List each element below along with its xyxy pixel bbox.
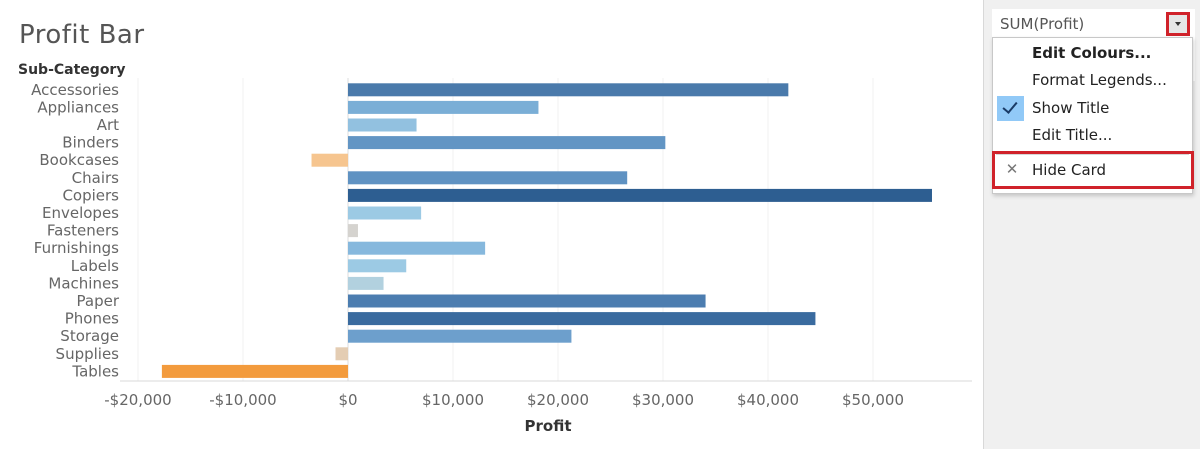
x-icon: ✕ bbox=[1005, 160, 1019, 178]
menu-item-label: Edit Colours... bbox=[1032, 44, 1152, 62]
bar-supplies[interactable] bbox=[335, 347, 348, 361]
bar-labels[interactable] bbox=[348, 259, 407, 273]
menu-item-label: Format Legends... bbox=[1032, 71, 1167, 89]
x-axis-title[interactable]: Profit bbox=[524, 417, 572, 435]
menu-separator bbox=[996, 154, 1189, 155]
menu-item-edit-colours[interactable]: Edit Colours... bbox=[993, 40, 1192, 67]
category-label[interactable]: Supplies bbox=[56, 345, 120, 363]
menu-item-hide-card[interactable] bbox=[992, 151, 1194, 189]
x-tick-label: $30,000 bbox=[632, 391, 694, 409]
category-label[interactable]: Tables bbox=[71, 362, 119, 380]
legend-title: SUM(Profit) bbox=[1000, 15, 1085, 33]
menu-item-label: Edit Title... bbox=[1032, 126, 1113, 144]
x-tick-label: $20,000 bbox=[527, 391, 589, 409]
category-labels: AccessoriesAppliancesArtBindersBookcases… bbox=[31, 81, 120, 381]
category-label[interactable]: Paper bbox=[77, 292, 120, 310]
bar-binders[interactable] bbox=[348, 136, 666, 150]
legend-card[interactable]: SUM(Profit) bbox=[992, 9, 1195, 41]
bar-furnishings[interactable] bbox=[348, 241, 486, 255]
bar-chart: AccessoriesAppliancesArtBindersBookcases… bbox=[31, 78, 972, 409]
x-tick-label: -$20,000 bbox=[104, 391, 171, 409]
category-label[interactable]: Chairs bbox=[72, 169, 120, 187]
category-label[interactable]: Phones bbox=[65, 310, 119, 328]
caret-down-icon bbox=[1175, 22, 1181, 26]
bar-machines[interactable] bbox=[348, 276, 384, 290]
menu-item-edit-title[interactable]: Edit Title... bbox=[993, 122, 1192, 149]
x-tick-label: $0 bbox=[338, 391, 357, 409]
menu-item-show-title[interactable]: Show Title bbox=[993, 95, 1192, 122]
x-tick-label: $10,000 bbox=[422, 391, 484, 409]
bar-accessories[interactable] bbox=[348, 83, 789, 97]
bar-storage[interactable] bbox=[348, 329, 572, 343]
category-label[interactable]: Fasteners bbox=[47, 222, 119, 240]
legend-context-menu: Edit Colours... Format Legends... Show T… bbox=[992, 37, 1193, 194]
category-label[interactable]: Accessories bbox=[31, 81, 119, 99]
chart-area: Profit Bar Sub-Category Accessories Appli… bbox=[18, 20, 972, 435]
category-label[interactable]: Copiers bbox=[62, 186, 119, 204]
row-header-sub-category[interactable]: Sub-Category bbox=[18, 62, 126, 78]
bar-tables[interactable] bbox=[161, 364, 348, 378]
category-label[interactable]: Appliances bbox=[37, 98, 119, 116]
sheet-title: Profit Bar bbox=[19, 20, 145, 50]
bar-copiers[interactable] bbox=[348, 188, 932, 202]
bar-envelopes[interactable] bbox=[348, 206, 422, 220]
category-label[interactable]: Bookcases bbox=[39, 151, 119, 169]
bars bbox=[161, 83, 932, 378]
category-label[interactable]: Storage bbox=[60, 327, 119, 345]
bar-bookcases[interactable] bbox=[311, 153, 348, 167]
bar-chairs[interactable] bbox=[348, 171, 628, 185]
menu-item-format-legends[interactable]: Format Legends... bbox=[993, 67, 1192, 94]
hide-card-label[interactable]: Hide Card bbox=[1032, 161, 1107, 179]
category-label[interactable]: Furnishings bbox=[34, 239, 119, 257]
category-label[interactable]: Binders bbox=[62, 134, 119, 152]
bar-paper[interactable] bbox=[348, 294, 706, 308]
x-tick-label: $40,000 bbox=[737, 391, 799, 409]
category-label[interactable]: Art bbox=[97, 116, 119, 134]
bar-art[interactable] bbox=[348, 118, 417, 132]
menu-item-label: Show Title bbox=[1032, 99, 1110, 117]
bar-fasteners[interactable] bbox=[348, 224, 358, 238]
bar-appliances[interactable] bbox=[348, 100, 539, 114]
category-label[interactable]: Envelopes bbox=[42, 204, 119, 222]
checkmark-icon bbox=[997, 96, 1024, 121]
x-tick-label: $50,000 bbox=[842, 391, 904, 409]
category-label[interactable]: Labels bbox=[71, 257, 119, 275]
legend-dropdown-button[interactable] bbox=[1166, 12, 1190, 36]
x-tick-label: -$10,000 bbox=[209, 391, 276, 409]
bar-phones[interactable] bbox=[348, 312, 816, 326]
category-label[interactable]: Machines bbox=[48, 274, 119, 292]
x-axis-ticks: -$20,000 -$10,000 $0 $10,000 $20,000 $30,000 $… bbox=[104, 391, 904, 409]
